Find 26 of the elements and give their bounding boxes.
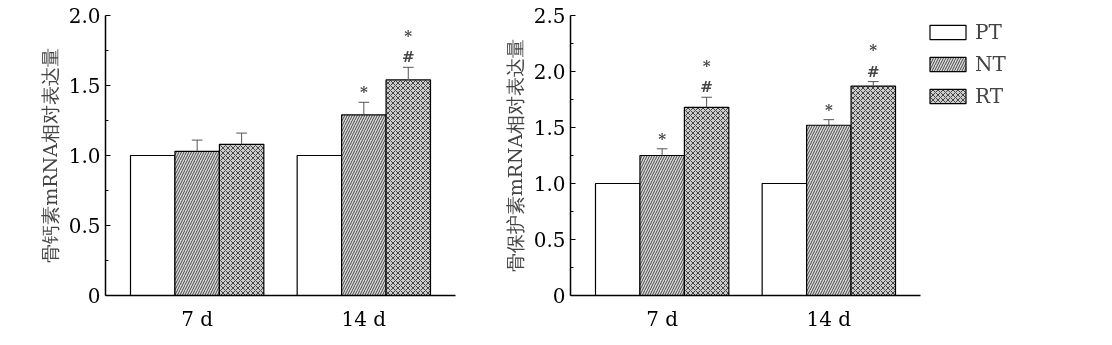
y-tick-label: 2.0 — [68, 4, 101, 28]
x-tick-label: 14 d — [341, 306, 387, 331]
y-tick-label: 2.5 — [533, 4, 566, 28]
legend-label: RT — [975, 84, 1004, 108]
y-tick-label: 1.5 — [533, 116, 566, 140]
y-axis-title: 骨保护素mRNA相对表达量 — [503, 38, 526, 273]
y-tick-label: 1.0 — [533, 172, 566, 196]
y-axis-title: 骨钙素mRNA相对表达量 — [38, 48, 61, 263]
annotation: * — [824, 100, 833, 119]
y-tick-label: 0.5 — [68, 214, 101, 238]
annotation: * — [658, 129, 667, 148]
annotation: * # — [700, 56, 713, 97]
x-tick-label: 14 d — [806, 306, 852, 331]
y-tick-label: 0.5 — [533, 228, 566, 252]
annotation: * # — [401, 26, 415, 67]
legend-label: PT — [975, 20, 1002, 44]
annotation: * — [359, 83, 368, 102]
y-tick-label: 0 — [87, 284, 101, 308]
x-tick-label: 7 d — [181, 306, 214, 331]
y-tick-label: 1.0 — [68, 144, 101, 168]
x-tick-label: 7 d — [646, 306, 679, 331]
y-tick-label: 0 — [552, 284, 566, 308]
y-tick-label: 1.5 — [68, 74, 101, 98]
annotation: * # — [866, 40, 880, 81]
legend-label: NT — [975, 52, 1006, 76]
y-tick-label: 2.0 — [533, 60, 566, 84]
